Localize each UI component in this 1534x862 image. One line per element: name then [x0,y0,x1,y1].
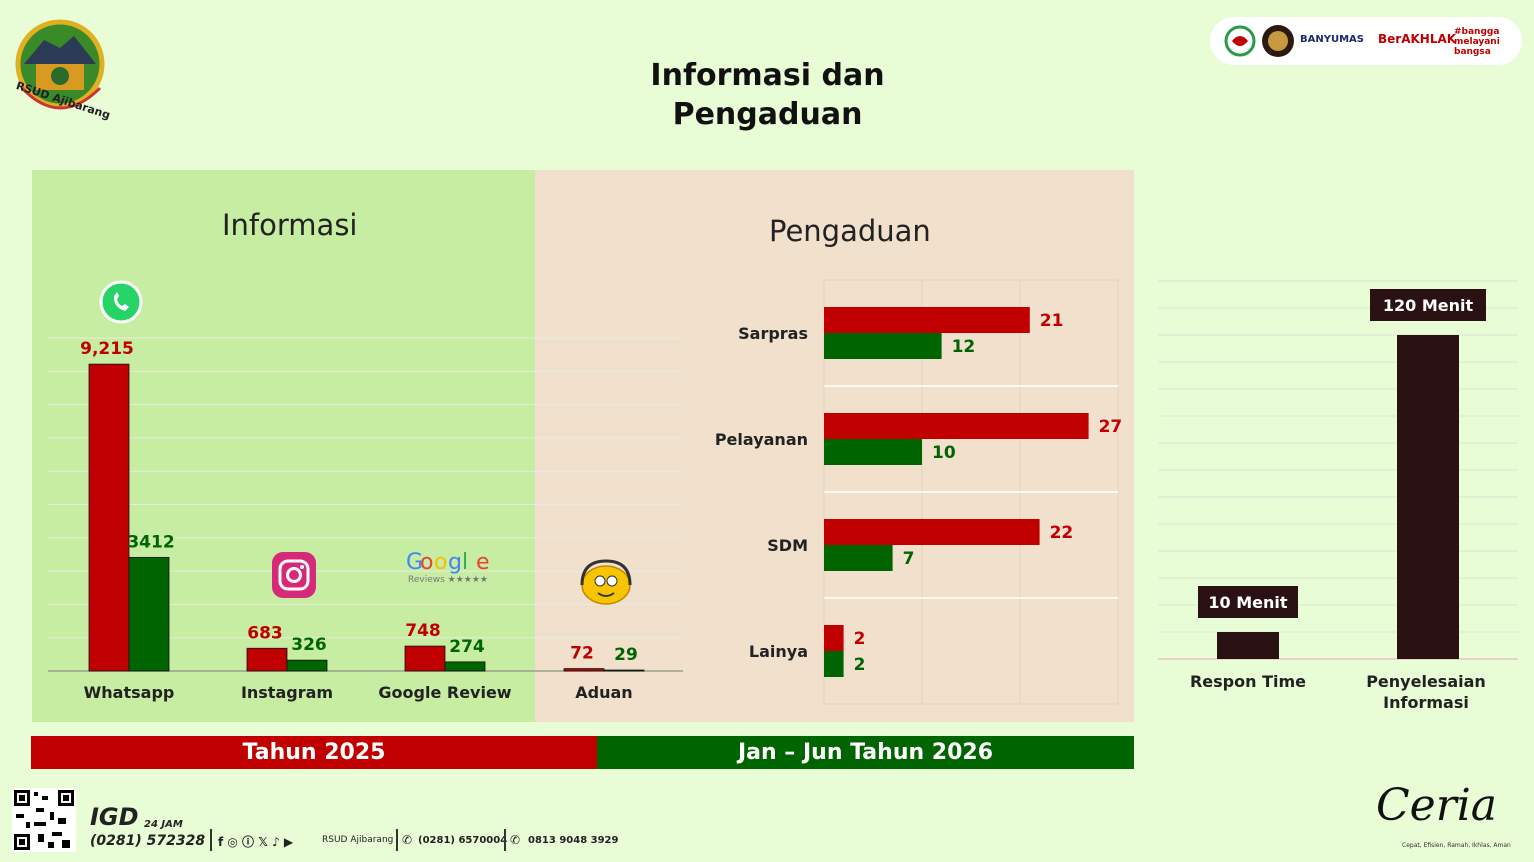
data-label: 3412 [127,532,174,552]
social-handle: RSUD Ajibarang [322,835,394,845]
data-label: 29 [614,645,638,665]
footer-divider [504,829,506,851]
hbar-sdm-2025 [824,519,1040,545]
category-label-line1: Penyelesaian [1366,672,1486,691]
data-label: 22 [1050,523,1074,543]
data-label: 72 [570,644,594,664]
bar-instagram-2026 [286,659,328,672]
informasi-title: Informasi [222,208,358,242]
qr-code-icon [12,788,76,852]
data-label: 2 [854,629,866,649]
svg-text:l: l [462,550,468,575]
category-label: Instagram [241,683,333,702]
whatsapp-icon [99,280,143,324]
berakhlak-logo: BerAKHLAK [1378,32,1457,46]
legend-2026-label: Jan – Jun Tahun 2026 [737,740,994,765]
data-label: 7 [903,549,915,569]
ceria-logo: Ceria Cepat, Efisien, Ramah, Ikhlas, Ama… [1372,776,1511,856]
svg-text:Reviews ★★★★★: Reviews ★★★★★ [408,575,488,585]
phone-number: (0281) 6570004 [418,835,508,846]
bar-aduan-2025 [563,668,605,672]
svg-text:e: e [476,550,490,575]
category-label: Lainya [749,642,808,661]
data-label: 21 [1040,311,1064,331]
data-label: 274 [449,637,485,657]
banyumas-logo: BANYUMAS [1300,34,1364,45]
page-title-line2: Pengaduan [672,97,863,132]
svg-text:o: o [420,550,433,575]
data-label: 683 [247,623,283,643]
data-label-box [1370,289,1486,321]
data-label: 10 Menit [1208,593,1287,612]
social-icons[interactable]: f ◎ ⓘ 𝕏 ♪ ▶ [218,835,294,849]
hbar-lainya-2025 [824,625,844,651]
footer-divider [210,829,212,851]
hbar-pelayanan-2026 [824,439,922,465]
bar-instagram-2025 [246,647,288,672]
bar-google-review-2026 [444,661,486,672]
data-label: 12 [952,337,976,357]
instagram-icon [272,552,316,598]
page-title: Informasi dan Pengaduan [560,56,975,134]
time-bar-penyelesaian [1397,335,1459,659]
whatsapp-number: 0813 9048 3929 [528,835,619,846]
category-label: Respon Time [1190,672,1306,691]
footer: IGD 24 JAM (0281) 572328 f ◎ ⓘ 𝕏 ♪ ▶ RSU… [10,785,650,855]
partner-logos: BANYUMAS BerAKHLAK #bangga melayani bang… [1210,17,1522,65]
hbar-sarpras-2026 [824,333,942,359]
svg-text:G: G [406,550,423,575]
legend-2025-label: Tahun 2025 [242,740,386,765]
whatsapp-small-icon: ✆ [510,833,521,847]
time-bar-respon [1217,632,1279,659]
hbar-pelayanan-2025 [824,413,1089,439]
pengaduan-title: Pengaduan [769,214,931,248]
rsud-logo: RSUD Ajibarang [12,18,112,126]
bangga-melayani-logo: #bangga melayani bangsa [1454,27,1500,57]
hbar-lainya-2026 [824,651,844,677]
data-label: 9,215 [80,339,134,359]
phone-icon: ✆ [402,833,413,847]
ceria-tagline: Cepat, Efisien, Ramah, Ikhlas, Aman [1402,842,1511,849]
legend-2025: Tahun 2025 [31,736,597,769]
footer-divider [396,829,398,851]
bar-google-review-2025 [404,645,446,672]
data-label: 10 [932,443,956,463]
emoji-headset-icon [580,559,632,605]
bar-whatsapp-2025 [88,363,130,672]
svg-text:g: g [448,550,462,575]
page-title-line1: Informasi dan [650,58,885,93]
category-label: SDM [767,536,808,555]
data-label: 2 [854,655,866,675]
category-label: Aduan [575,683,632,702]
igd-24-label: 24 JAM [144,819,183,830]
hbar-sarpras-2025 [824,307,1030,333]
svg-text:o: o [434,550,447,575]
bar-aduan-2026 [603,669,645,672]
igd-phone: (0281) 572328 [90,833,206,849]
category-label: Sarpras [738,324,808,343]
data-label-box [1198,586,1298,618]
bar-whatsapp-2026 [128,556,170,672]
data-label: 120 Menit [1383,296,1474,315]
category-label: Pelayanan [715,430,808,449]
category-label: Whatsapp [84,683,175,702]
igd-label: IGD [90,803,139,831]
data-label: 326 [291,635,327,655]
data-label: 27 [1099,417,1123,437]
category-label-line2: Informasi [1383,693,1469,712]
hbar-sdm-2026 [824,545,893,571]
legend-2026: Jan – Jun Tahun 2026 [597,736,1134,769]
category-label: Google Review [378,683,511,702]
ceria-word: Ceria [1376,780,1498,831]
data-label: 748 [405,621,441,641]
